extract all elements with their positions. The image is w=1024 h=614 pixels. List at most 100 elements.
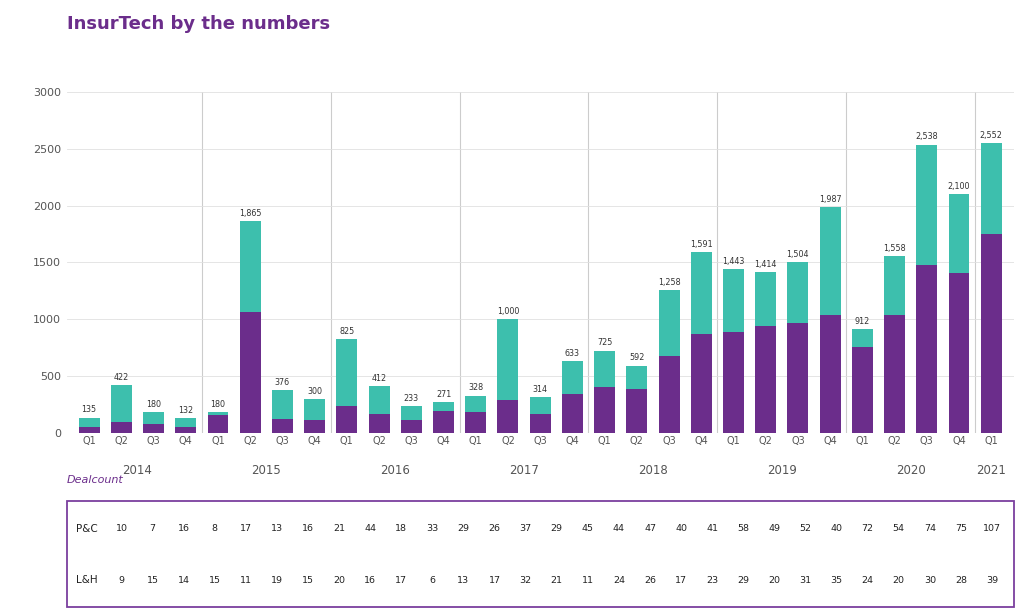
Bar (498, 400, 518, 433)
Text: InsurTech by the numbers: InsurTech by the numbers (67, 15, 330, 33)
Bar (498, 319, 518, 400)
Text: 29: 29 (737, 576, 750, 585)
Text: 422: 422 (114, 373, 129, 382)
Text: 15: 15 (302, 576, 314, 585)
Bar (465, 412, 486, 433)
Text: 26: 26 (644, 576, 656, 585)
Text: 30: 30 (924, 576, 936, 585)
Bar (304, 420, 325, 433)
Text: 300: 300 (307, 387, 323, 395)
Text: 17: 17 (488, 576, 501, 585)
Bar (400, 421, 422, 433)
Text: 2015: 2015 (252, 464, 282, 476)
Bar (79, 427, 99, 433)
Text: P&C: P&C (76, 524, 97, 534)
Text: 15: 15 (146, 576, 159, 585)
Text: 74: 74 (924, 524, 936, 534)
Text: 16: 16 (177, 524, 189, 534)
Text: 2017: 2017 (509, 464, 539, 476)
Bar (369, 386, 389, 414)
Text: 6: 6 (429, 576, 435, 585)
Bar (594, 387, 615, 433)
Text: 271: 271 (436, 390, 452, 399)
Text: 1,591: 1,591 (690, 240, 713, 249)
Text: Quarterly InsurTech funding volume – all stages: Quarterly InsurTech funding volume – all… (79, 61, 443, 76)
Text: 35: 35 (830, 576, 843, 585)
Bar (143, 424, 164, 433)
Bar (272, 390, 293, 419)
Bar (691, 252, 712, 334)
Text: 32: 32 (519, 576, 531, 585)
Bar (143, 413, 164, 424)
Bar (79, 418, 99, 427)
Bar (981, 234, 1001, 433)
Text: 1,443: 1,443 (722, 257, 744, 266)
Text: 1,414: 1,414 (755, 260, 777, 269)
Bar (208, 413, 228, 414)
Text: 58: 58 (737, 524, 750, 534)
Text: 2,552: 2,552 (980, 131, 1002, 140)
Text: 1,865: 1,865 (239, 209, 261, 218)
Text: 725: 725 (597, 338, 612, 348)
Text: 52: 52 (800, 524, 811, 534)
Text: 9: 9 (119, 576, 125, 585)
Bar (562, 394, 583, 433)
Bar (111, 421, 132, 433)
Text: 2020: 2020 (896, 464, 926, 476)
Bar (948, 194, 970, 273)
Bar (208, 414, 228, 433)
Bar (304, 399, 325, 420)
Bar (884, 256, 905, 315)
Bar (111, 385, 132, 421)
Text: 24: 24 (861, 576, 873, 585)
Bar (272, 419, 293, 433)
Text: 24: 24 (613, 576, 625, 585)
Text: 40: 40 (675, 524, 687, 534)
Text: 314: 314 (532, 385, 548, 394)
Text: 47: 47 (644, 524, 656, 534)
Text: 2,100: 2,100 (948, 182, 970, 191)
Text: 33: 33 (426, 524, 438, 534)
Bar (529, 397, 551, 414)
Bar (400, 406, 422, 421)
Text: 2018: 2018 (638, 464, 668, 476)
Bar (175, 418, 197, 427)
Text: 135: 135 (82, 405, 96, 414)
Bar (852, 346, 872, 433)
Text: 45: 45 (582, 524, 594, 534)
Bar (756, 326, 776, 433)
Bar (819, 315, 841, 433)
Text: 16: 16 (365, 576, 376, 585)
Text: 14: 14 (177, 576, 189, 585)
Bar (627, 365, 647, 389)
Bar (723, 269, 744, 332)
Bar (916, 265, 937, 433)
Text: 19: 19 (271, 576, 283, 585)
Text: 41: 41 (707, 524, 718, 534)
Bar (465, 395, 486, 412)
Text: 633: 633 (565, 349, 580, 358)
Text: 1,987: 1,987 (819, 195, 842, 204)
Bar (723, 332, 744, 433)
Text: 825: 825 (339, 327, 354, 336)
Text: 29: 29 (551, 524, 563, 534)
Bar (67, 501, 1014, 607)
Text: 2014: 2014 (123, 464, 153, 476)
Text: 10: 10 (116, 524, 127, 534)
Text: 13: 13 (271, 524, 283, 534)
Text: 40: 40 (830, 524, 843, 534)
Text: 44: 44 (365, 524, 376, 534)
Text: 17: 17 (240, 524, 252, 534)
Bar (529, 414, 551, 433)
Text: 1,258: 1,258 (657, 278, 680, 287)
Text: 15: 15 (209, 576, 221, 585)
Bar (852, 329, 872, 346)
Bar (433, 402, 454, 411)
Text: 1,558: 1,558 (884, 244, 906, 253)
Text: 180: 180 (146, 400, 161, 410)
Bar (884, 315, 905, 433)
Text: 21: 21 (333, 524, 345, 534)
Bar (916, 144, 937, 265)
Text: 17: 17 (675, 576, 687, 585)
Text: 180: 180 (211, 400, 225, 410)
